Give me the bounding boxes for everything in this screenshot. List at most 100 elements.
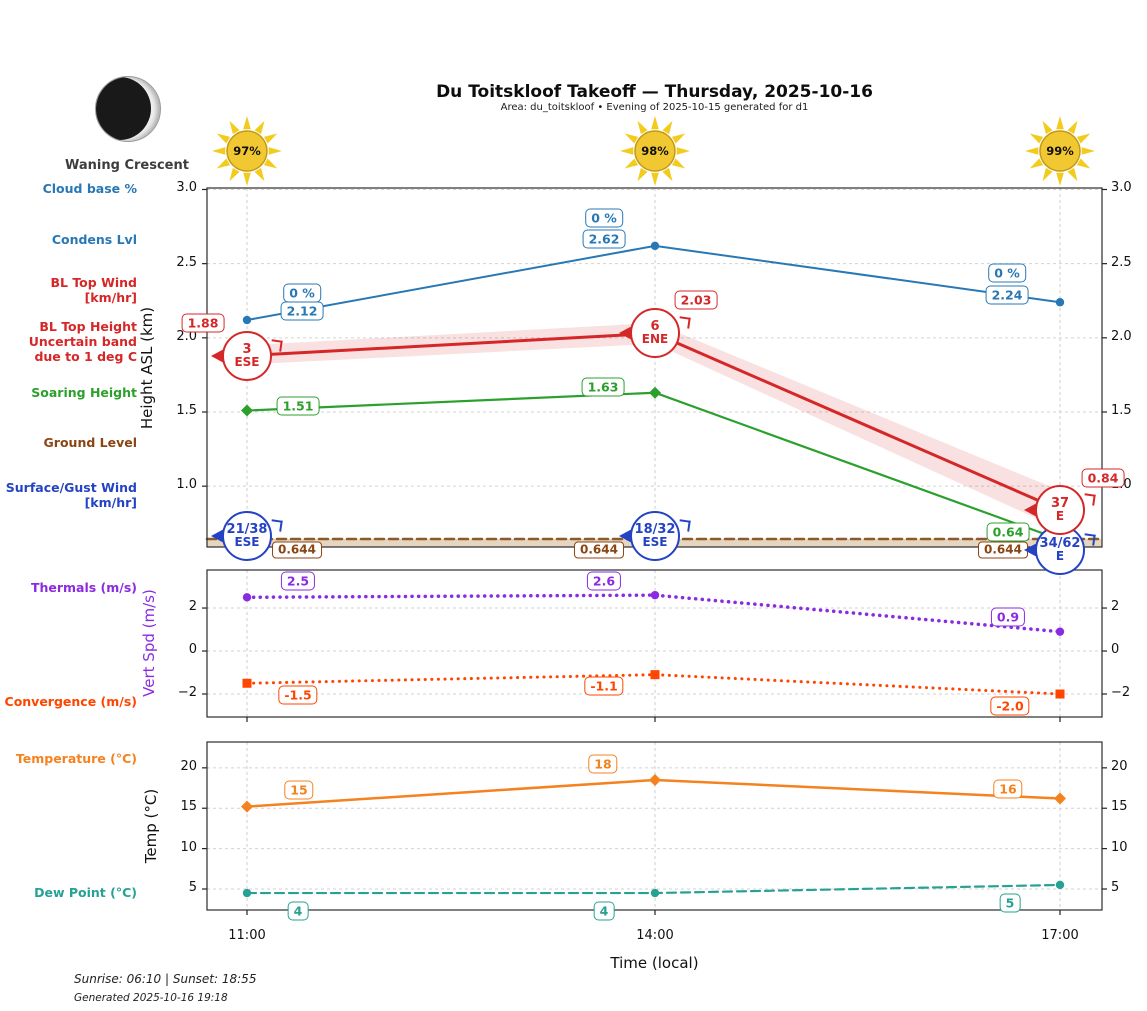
x-tick-label: 11:00 — [228, 928, 266, 943]
sunrise-sunset-note: Sunrise: 06:10 | Sunset: 18:55 — [74, 972, 257, 986]
y-tick-label: 2.0 — [1111, 328, 1132, 344]
value-label: 2.24 — [985, 285, 1029, 305]
page-subtitle: Area: du_toitskloof • Evening of 2025-10… — [500, 102, 809, 113]
x-tick-label: 14:00 — [636, 928, 674, 943]
cloud-percent-label: 0 % — [988, 263, 1026, 283]
wind-direction: ESE — [234, 354, 260, 369]
y-tick-label: 5 — [1111, 880, 1120, 895]
legend-condens-lvl: Condens Lvl — [0, 232, 137, 247]
y-tick-label: 1.5 — [176, 403, 197, 418]
wind-speed: 3 — [242, 341, 252, 357]
y-tick-label: −2 — [177, 685, 197, 700]
bl-top-wind-marker: 6 ENE — [619, 308, 691, 359]
legend-dew-point: Dew Point (°C) — [0, 885, 137, 900]
y-tick-label: 15 — [1111, 799, 1128, 815]
value-label: 0.84 — [1081, 468, 1125, 488]
y-tick-label: 2.5 — [1111, 254, 1132, 270]
value-label: 0.64 — [986, 522, 1030, 542]
value-label: 2.12 — [280, 301, 324, 321]
sunshine-percent-1100: 97% — [233, 144, 261, 158]
wind-barb-icon — [678, 519, 691, 532]
legend-bl-top-wind: BL Top Wind [km/hr] — [0, 275, 137, 305]
wind-barb-icon — [1083, 493, 1096, 506]
sun-icon-1700: 99% — [1023, 114, 1097, 188]
legend-soaring-height: Soaring Height — [0, 385, 137, 400]
y-tick-label: 2 — [188, 599, 197, 615]
moon-phase-icon — [95, 76, 161, 142]
legend-line: [km/hr] — [84, 290, 137, 305]
wind-direction: ENE — [641, 332, 669, 347]
wind-direction-arrow-icon — [211, 529, 224, 543]
page-title: Du Toitskloof Takeoff — Thursday, 2025-1… — [436, 82, 873, 102]
value-label: 1.51 — [276, 396, 320, 416]
y-tick-label: 20 — [180, 758, 197, 774]
generated-note: Generated 2025-10-16 19:18 — [74, 992, 228, 1004]
legend-convergence: Convergence (m/s) — [0, 694, 137, 709]
legend-line: Thermals (m/s) — [30, 580, 137, 595]
wind-direction: E — [1055, 549, 1065, 563]
value-label: 1.63 — [581, 377, 625, 397]
value-label: 0.644 — [978, 541, 1028, 559]
wind-barb-icon — [678, 316, 691, 330]
legend-line: Uncertain band — [28, 334, 137, 349]
wind-speed: 37 — [1050, 495, 1070, 511]
value-label: 16 — [993, 779, 1023, 799]
wind-barb-icon — [1083, 533, 1096, 546]
value-label: 2.5 — [280, 571, 316, 591]
value-label: 0.644 — [574, 541, 624, 559]
legend-temperature: Temperature (°C) — [0, 751, 137, 766]
moon-phase-label: Waning Crescent — [65, 158, 189, 173]
y-tick-label: 20 — [1111, 758, 1128, 774]
value-label: 2.03 — [674, 290, 718, 310]
y-tick-label: 15 — [180, 799, 197, 815]
sun-rays-icon — [1025, 116, 1095, 186]
wind-barb-icon — [270, 519, 283, 532]
wind-speed: 18/32 — [634, 522, 676, 537]
wind-speed: 34/62 — [1039, 536, 1081, 551]
wind-direction-arrow-icon — [619, 529, 632, 543]
legend-line: Cloud base % — [42, 181, 137, 196]
legend-line: Temperature (°C) — [15, 751, 137, 766]
bl-top-wind-marker: 37 E — [1024, 484, 1096, 535]
y-tick-label: 10 — [1111, 839, 1128, 855]
wind-speed: 6 — [650, 319, 660, 335]
value-label: 0.9 — [990, 607, 1026, 627]
x-tick-label: 17:00 — [1041, 928, 1079, 943]
wind-direction: E — [1055, 508, 1065, 523]
surface-wind-marker: 18/32 ESE — [619, 511, 691, 561]
y-tick-label: 2.5 — [176, 254, 197, 270]
legend-line: Ground Level — [43, 435, 137, 450]
y-tick-label: 3.0 — [176, 180, 197, 196]
wind-direction: ESE — [642, 535, 668, 549]
legend-line: Condens Lvl — [51, 232, 137, 247]
y-tick-label: 1.5 — [1111, 403, 1132, 418]
legend-line: BL Top Height — [39, 319, 137, 334]
value-label: 15 — [284, 780, 314, 800]
wind-direction-arrow-icon — [211, 348, 224, 363]
value-label: 5 — [999, 893, 1021, 913]
value-label: -1.5 — [278, 685, 318, 705]
sun-rays-icon — [620, 116, 690, 186]
wind-barb-icon — [270, 338, 283, 352]
wind-speed: 21/38 — [226, 522, 268, 537]
sun-icon-1400: 98% — [618, 114, 692, 188]
legend-line: [km/hr] — [84, 495, 137, 510]
wind-direction: ESE — [234, 535, 260, 549]
legend-line: BL Top Wind — [50, 275, 137, 290]
y-tick-label: 1.0 — [176, 477, 197, 493]
value-label: 0.644 — [272, 541, 322, 559]
wind-direction-arrow-icon — [1024, 543, 1037, 557]
bl-top-wind-marker: 3 ESE — [211, 330, 283, 381]
x-axis-label: Time (local) — [610, 954, 699, 972]
cloud-percent-label: 0 % — [585, 208, 623, 228]
value-label: 4 — [593, 901, 615, 921]
value-label: 2.62 — [582, 229, 626, 249]
value-label: 1.88 — [181, 313, 225, 333]
legend-line: Dew Point (°C) — [34, 885, 137, 900]
legend-line: Convergence (m/s) — [4, 694, 137, 709]
sunshine-percent-1700: 99% — [1046, 144, 1074, 158]
surface-wind-marker: 21/38 ESE — [211, 511, 283, 561]
y-tick-label: 0 — [1111, 642, 1120, 658]
